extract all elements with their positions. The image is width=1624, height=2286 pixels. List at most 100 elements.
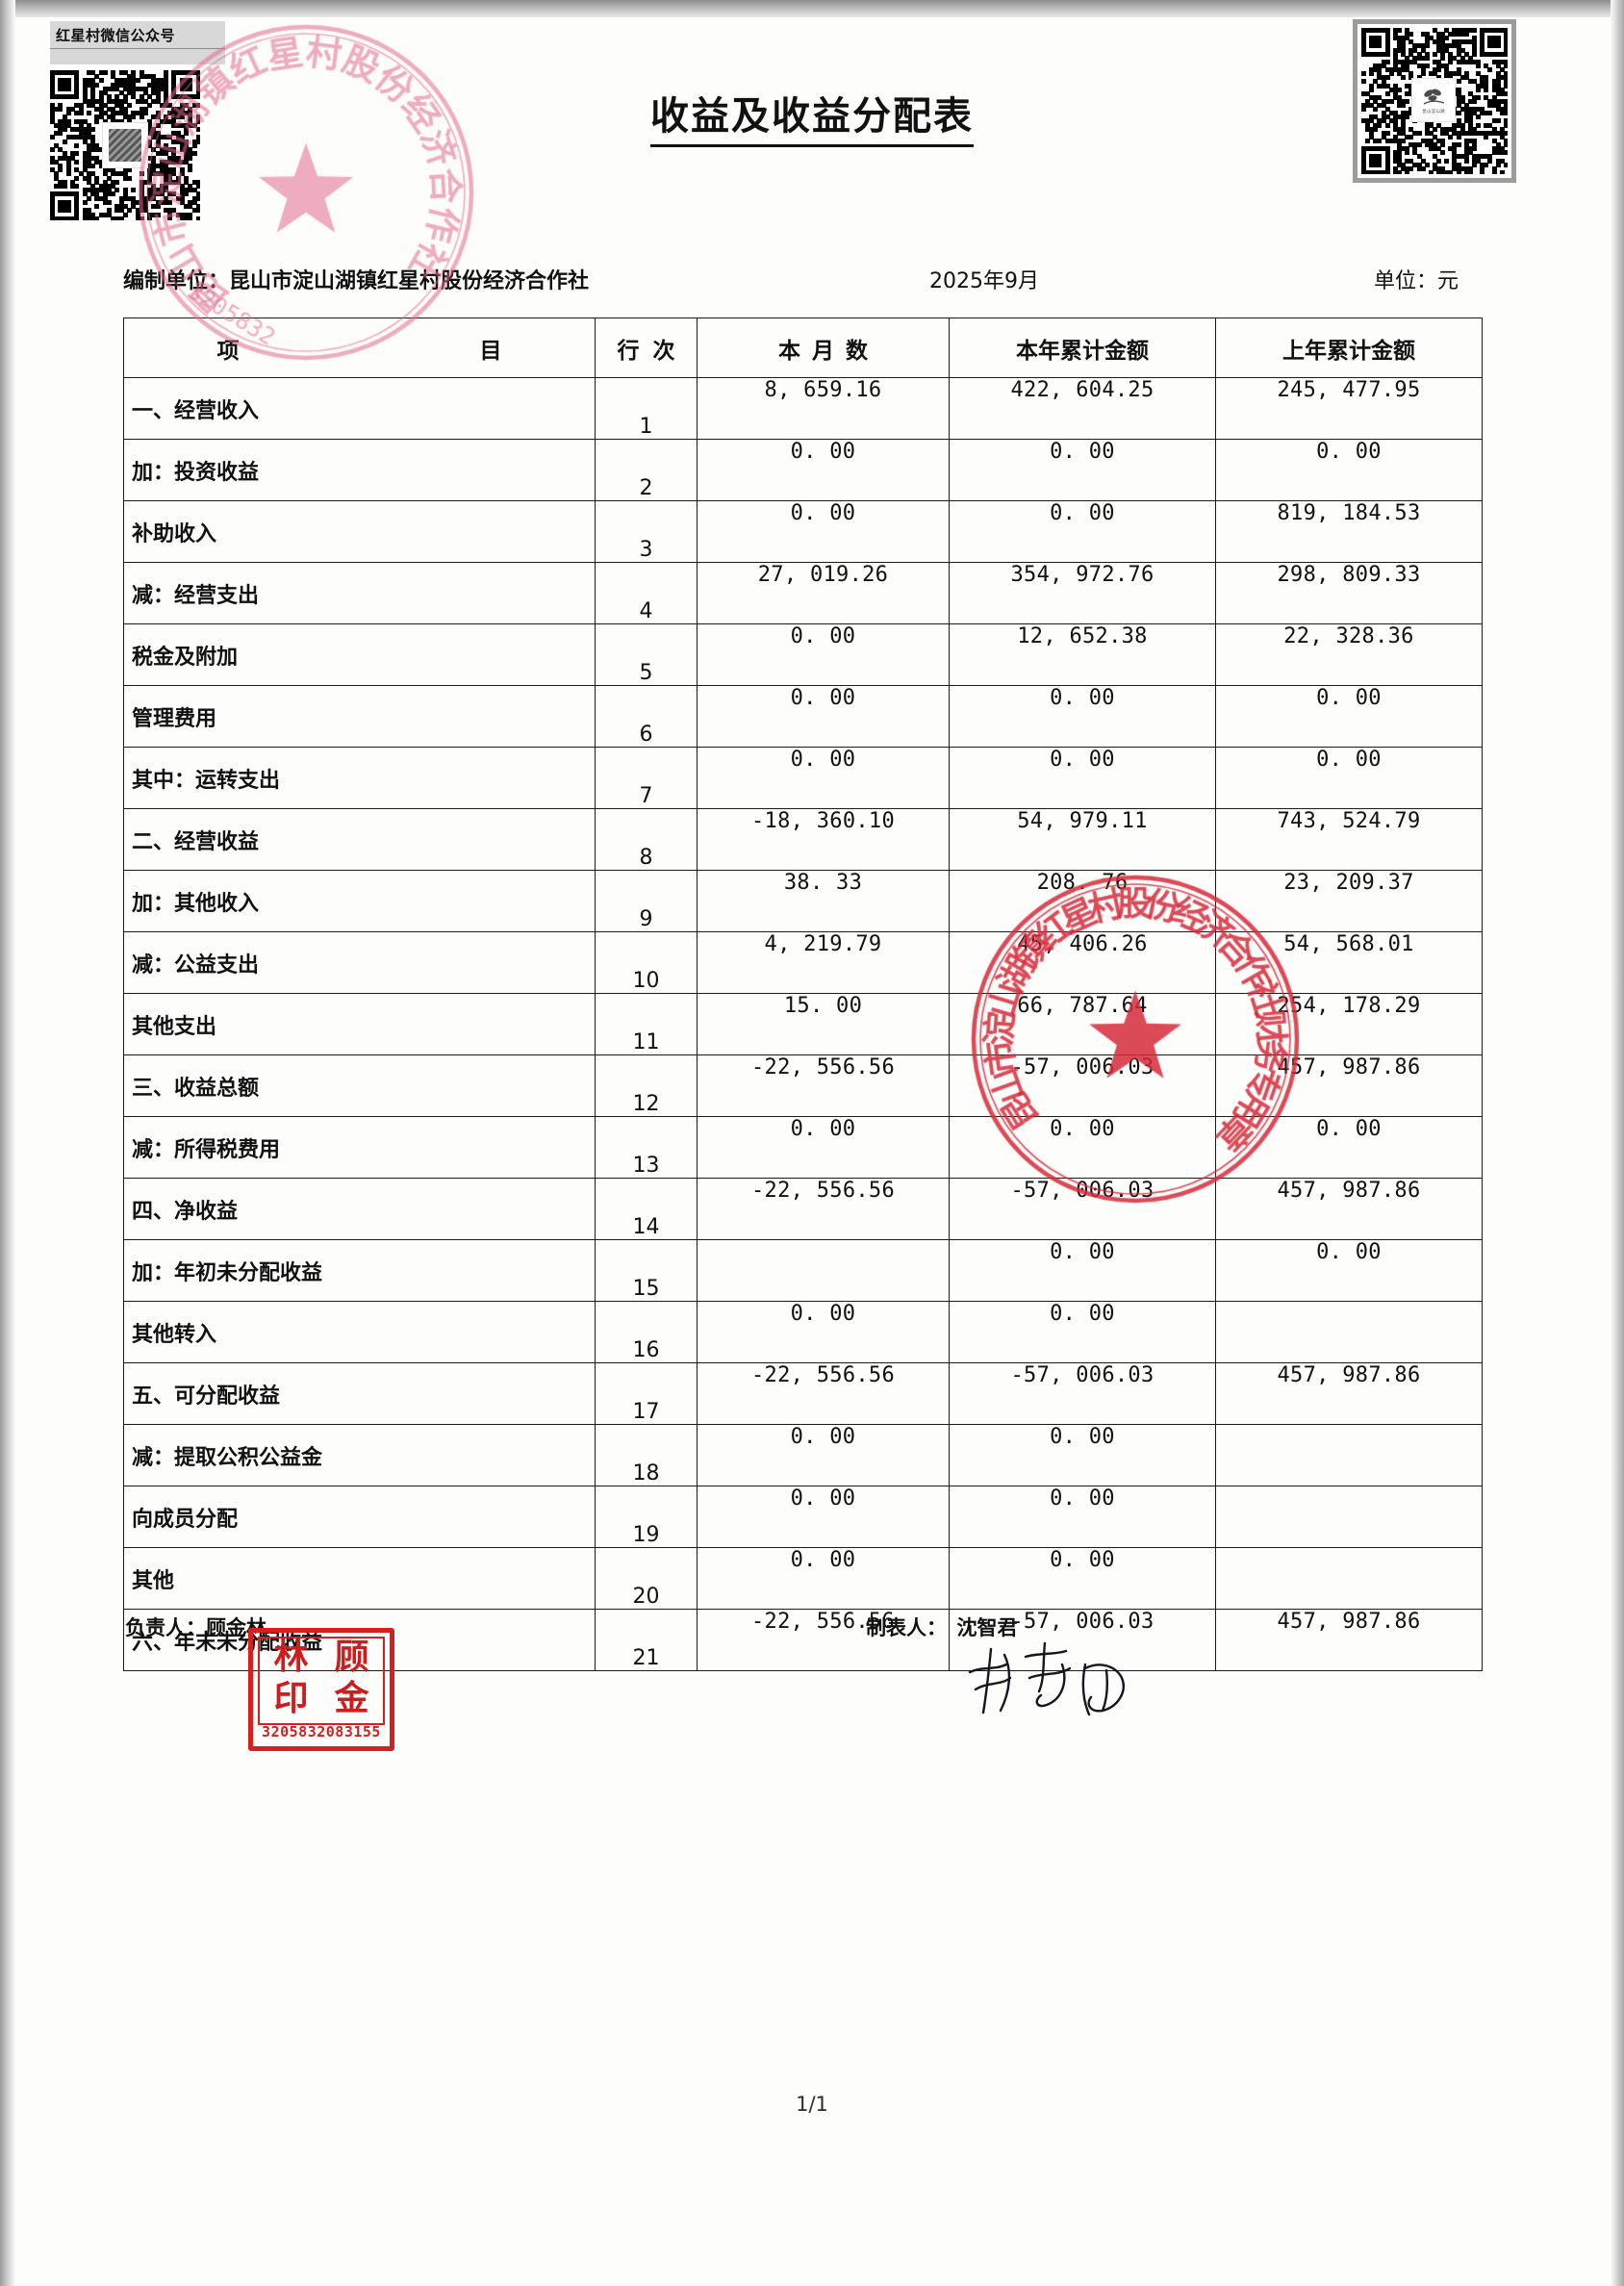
table-row: 其他转入 16 0. 00 0. 00 — [123, 1301, 1483, 1363]
row-item-label: 六、年末未分配收益 — [123, 1609, 596, 1671]
row-amount-prior: 0. 00 — [1215, 439, 1483, 501]
row-line-number: 15 — [595, 1239, 698, 1302]
table-row: 加：投资收益 2 0. 00 0. 00 0. 00 — [123, 439, 1483, 501]
row-amount-ytd: 54, 979.11 — [949, 808, 1216, 871]
row-line-number: 14 — [595, 1178, 698, 1240]
row-item-label: 税金及附加 — [123, 623, 596, 686]
row-amount-month: -22, 556.56 — [697, 1178, 950, 1240]
row-item-label: 减：公益支出 — [123, 931, 596, 994]
table-row: 四、净收益 14 -22, 556.56 -57, 006.03 457, 987.86 — [123, 1178, 1483, 1240]
seal-char-4: 金 — [334, 1678, 369, 1718]
row-amount-prior: 457, 987.86 — [1215, 1178, 1483, 1240]
row-item-label: 加：其他收入 — [123, 870, 596, 932]
row-line-number: 21 — [595, 1609, 698, 1671]
row-amount-prior: 0. 00 — [1215, 747, 1483, 809]
responsible-person: 负责人：顾金林 — [125, 1616, 266, 1639]
income-distribution-table: 项目 行次 本月数 本年累计金额 上年累计金额 一、经营收入 1 8, 659.16… — [123, 318, 1483, 1671]
seal-number: 3205832083155 — [262, 1723, 381, 1740]
row-item-label: 其中：运转支出 — [123, 747, 596, 809]
row-amount-prior: 819, 184.53 — [1215, 500, 1483, 563]
row-amount-prior: 54, 568.01 — [1215, 931, 1483, 994]
row-amount-month: 15. 00 — [697, 993, 950, 1055]
row-amount-month: 0. 00 — [697, 623, 950, 686]
column-header-item: 项目 — [123, 318, 596, 378]
row-amount-month: 38. 33 — [697, 870, 950, 932]
row-item-label: 补助收入 — [123, 500, 596, 563]
row-line-number: 20 — [595, 1547, 698, 1610]
table-row: 补助收入 3 0. 00 0. 00 819, 184.53 — [123, 500, 1483, 563]
column-header-ytd-amount: 本年累计金额 — [949, 318, 1216, 378]
preparing-unit: 编制单位：昆山市淀山湖镇红星村股份经济合作社 — [123, 269, 590, 293]
seal-char-3: 印 — [273, 1678, 309, 1718]
row-item-label: 三、收益总额 — [123, 1054, 596, 1117]
row-amount-prior — [1215, 1424, 1483, 1486]
row-amount-ytd: 354, 972.76 — [949, 562, 1216, 624]
row-line-number: 11 — [595, 993, 698, 1055]
table-row: 一、经营收入 1 8, 659.16 422, 604.25 245, 477.95 — [123, 377, 1483, 440]
row-amount-month: 0. 00 — [697, 1116, 950, 1179]
row-item-label: 四、净收益 — [123, 1178, 596, 1240]
row-amount-ytd: 0. 00 — [949, 500, 1216, 563]
row-item-label: 其他 — [123, 1547, 596, 1610]
row-amount-month: 0. 00 — [697, 500, 950, 563]
row-amount-month: 4, 219.79 — [697, 931, 950, 994]
qr-flower-logo-icon: 昆山淀山湖 — [1411, 78, 1456, 122]
row-line-number: 13 — [595, 1116, 698, 1179]
row-item-label: 减：经营支出 — [123, 562, 596, 624]
row-item-label: 向成员分配 — [123, 1486, 596, 1548]
table-body: 一、经营收入 1 8, 659.16 422, 604.25 245, 477.95 加：… — [123, 377, 1483, 1671]
row-amount-month: 27, 019.26 — [697, 562, 950, 624]
row-amount-month: 0. 00 — [697, 1424, 950, 1486]
table-row: 加：其他收入 9 38. 33 208. 76 23, 209.37 — [123, 870, 1483, 932]
page-title: 收益及收益分配表 — [0, 85, 1624, 147]
row-line-number: 17 — [595, 1362, 698, 1425]
scan-edge-top — [0, 0, 1624, 17]
row-item-label: 加：投资收益 — [123, 439, 596, 501]
preparer-person: 制表人： 沈智君 — [866, 1616, 1018, 1639]
row-amount-ytd: 0. 00 — [949, 439, 1216, 501]
scan-edge-left — [0, 0, 15, 2286]
page-title-text: 收益及收益分配表 — [650, 94, 974, 147]
column-header-month-amount: 本月数 — [697, 318, 950, 378]
table-row: 加：年初未分配收益 15 0. 00 0. 00 — [123, 1239, 1483, 1302]
page-number: 1/1 — [796, 2093, 828, 2116]
row-amount-prior: 254, 178.29 — [1215, 993, 1483, 1055]
row-line-number: 1 — [595, 377, 698, 440]
row-amount-ytd: 45, 406.26 — [949, 931, 1216, 994]
row-amount-ytd: 0. 00 — [949, 747, 1216, 809]
row-amount-month: -22, 556.56 — [697, 1054, 950, 1117]
row-amount-month: 0. 00 — [697, 1486, 950, 1548]
row-line-number: 10 — [595, 931, 698, 994]
row-amount-ytd: 0. 00 — [949, 1239, 1216, 1302]
row-amount-ytd: -57, 006.03 — [949, 1362, 1216, 1425]
row-amount-prior: 457, 987.86 — [1215, 1054, 1483, 1117]
verification-qr-block: 昆山淀山湖 — [1353, 19, 1516, 187]
row-amount-ytd: -57, 006.03 — [949, 1054, 1216, 1117]
row-amount-ytd: 0. 00 — [949, 1116, 1216, 1179]
row-line-number: 19 — [595, 1486, 698, 1548]
row-amount-month: 0. 00 — [697, 747, 950, 809]
currency-unit: 单位：元 — [1374, 269, 1459, 293]
row-amount-prior: 22, 328.36 — [1215, 623, 1483, 686]
row-amount-ytd: 0. 00 — [949, 1547, 1216, 1610]
table-row: 减：所得税费用 13 0. 00 0. 00 0. 00 — [123, 1116, 1483, 1179]
row-line-number: 6 — [595, 685, 698, 748]
report-period: 2025年9月 — [929, 269, 1039, 293]
row-amount-month: 8, 659.16 — [697, 377, 950, 440]
row-amount-ytd: 422, 604.25 — [949, 377, 1216, 440]
row-line-number: 2 — [595, 439, 698, 501]
row-line-number: 7 — [595, 747, 698, 809]
row-amount-prior — [1215, 1301, 1483, 1363]
row-item-label: 减：提取公积公益金 — [123, 1424, 596, 1486]
row-item-label: 五、可分配收益 — [123, 1362, 596, 1425]
row-amount-prior: 23, 209.37 — [1215, 870, 1483, 932]
seal-char-2: 顾 — [334, 1637, 369, 1677]
wechat-qr-label: 红星村微信公众号 — [50, 21, 225, 49]
row-line-number: 16 — [595, 1301, 698, 1363]
table-row: 管理费用 6 0. 00 0. 00 0. 00 — [123, 685, 1483, 748]
row-amount-ytd: -57, 006.03 — [949, 1609, 1216, 1671]
row-item-label: 加：年初未分配收益 — [123, 1239, 596, 1302]
row-amount-ytd: 0. 00 — [949, 1301, 1216, 1363]
row-line-number: 4 — [595, 562, 698, 624]
seal-char-1: 林 — [273, 1637, 309, 1677]
